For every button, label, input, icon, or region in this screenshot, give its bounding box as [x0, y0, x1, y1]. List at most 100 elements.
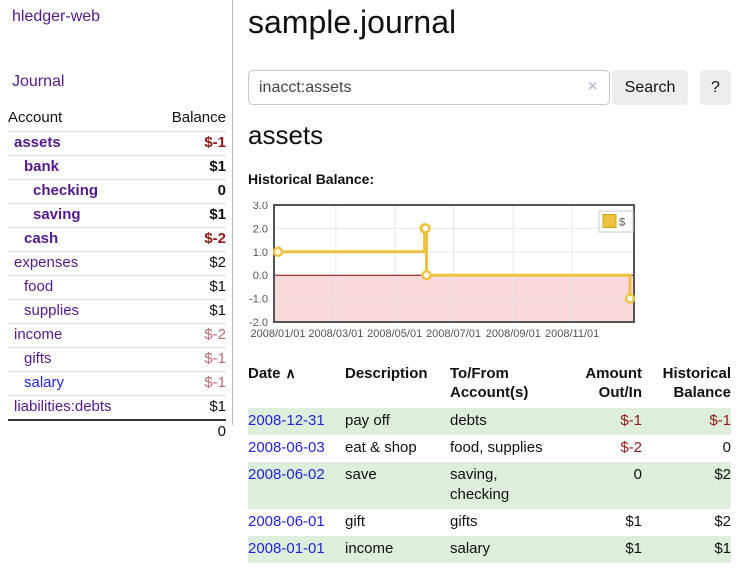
transaction-date-link[interactable]: 2008-06-03 — [248, 439, 325, 456]
accounts-table-header: Account Balance — [8, 105, 226, 131]
transaction-accounts: saving, checking — [450, 466, 510, 503]
account-link-assets[interactable]: assets — [14, 134, 61, 151]
account-balance: 0 — [217, 182, 226, 199]
transaction-accounts: debts — [450, 412, 487, 429]
svg-text:-1.0: -1.0 — [249, 294, 268, 306]
account-row: saving $1 — [8, 203, 226, 227]
balance-column-header: Balance — [171, 109, 226, 126]
account-row: cash $-2 — [8, 227, 226, 251]
account-balance: $1 — [209, 302, 226, 319]
svg-text:2008/11/01: 2008/11/01 — [545, 328, 599, 340]
sidebar-item-journal[interactable]: Journal — [12, 73, 65, 90]
account-balance: $-1 — [204, 134, 226, 151]
account-balance: $1 — [209, 158, 226, 175]
date-column-header[interactable]: Date ∧ — [248, 365, 296, 382]
account-row: gifts $-1 — [8, 347, 226, 371]
historical-balance-chart: 3.0 2.0 1.0 0.0 -1.0 -2.0 2008/01/01 2008/03/01… — [242, 200, 646, 348]
account-balance: $-1 — [204, 374, 226, 391]
account-link-food[interactable]: food — [24, 278, 54, 295]
transaction-amount: $-2 — [620, 439, 642, 456]
transaction-amount: $1 — [625, 540, 642, 557]
account-row: expenses $2 — [8, 251, 226, 275]
accounts-table: Account Balance assets $-1 bank $1 check… — [8, 105, 226, 443]
svg-text:2.0: 2.0 — [253, 223, 268, 235]
account-balance: $1 — [209, 278, 226, 295]
transaction-amount: $-1 — [620, 412, 642, 429]
transaction-accounts: food, supplies — [450, 439, 543, 456]
register-row: 2008-06-02 save saving, checking 0 $2 — [248, 462, 731, 509]
account-balance: $1 — [209, 206, 226, 223]
help-button[interactable]: ? — [700, 70, 731, 105]
svg-text:2008/01/01: 2008/01/01 — [250, 328, 305, 340]
sidebar: hledger-web Journal Account Balance asse… — [0, 0, 233, 440]
transaction-balance: 0 — [722, 439, 731, 456]
description-column-header: Description — [345, 365, 428, 382]
account-heading: assets — [248, 120, 324, 150]
transaction-description: pay off — [345, 412, 390, 429]
main-content: sample.journal × Search ? assets Histori… — [248, 0, 738, 582]
account-link-checking[interactable]: checking — [33, 182, 99, 199]
transaction-accounts: salary — [450, 540, 491, 557]
transaction-balance: $-1 — [709, 412, 731, 429]
transaction-accounts: gifts — [450, 513, 478, 530]
register-row: 2008-06-01 gift gifts $1 $2 — [248, 509, 731, 536]
register-row: 2008-01-01 income salary $1 $1 — [248, 536, 731, 563]
account-link-liabilities-debts[interactable]: liabilities:debts — [14, 398, 112, 415]
search-bar: × Search ? — [248, 70, 731, 105]
account-link-cash[interactable]: cash — [24, 230, 59, 247]
account-row: assets $-1 — [8, 131, 226, 155]
account-row: liabilities:debts $1 — [8, 395, 226, 419]
transaction-balance: $1 — [714, 540, 731, 557]
svg-text:2008/05/01: 2008/05/01 — [367, 328, 422, 340]
transaction-date-link[interactable]: 2008-06-01 — [248, 513, 325, 530]
account-row: salary $-1 — [8, 371, 226, 395]
register-header-row: Date ∧ Description To/From Account(s) Amou… — [248, 362, 731, 408]
account-balance: $2 — [209, 254, 226, 271]
register-table: Date ∧ Description To/From Account(s) Amou… — [248, 362, 731, 563]
transaction-balance: $2 — [714, 513, 731, 530]
svg-text:$: $ — [619, 217, 625, 229]
search-input[interactable] — [248, 70, 610, 105]
account-row: checking 0 — [8, 179, 226, 203]
clear-search-icon[interactable]: × — [588, 78, 598, 95]
search-button[interactable]: Search — [612, 70, 688, 105]
accounts-column-header: To/From Account(s) — [450, 365, 529, 401]
account-balance: $-1 — [204, 350, 226, 367]
transaction-description: save — [345, 466, 377, 483]
account-balance: $-2 — [204, 326, 226, 343]
transaction-date-link[interactable]: 2008-01-01 — [248, 540, 325, 557]
svg-text:-2.0: -2.0 — [249, 317, 268, 329]
account-link-supplies[interactable]: supplies — [24, 302, 80, 319]
transaction-date-link[interactable]: 2008-06-02 — [248, 466, 325, 483]
balance-column-header: Historical Balance — [662, 365, 731, 401]
account-row: income $-2 — [8, 323, 226, 347]
svg-text:1.0: 1.0 — [253, 247, 268, 259]
account-balance: $1 — [209, 398, 226, 415]
register-row: 2008-06-03 eat & shop food, supplies $-2… — [248, 435, 731, 462]
brand-link[interactable]: hledger-web — [12, 8, 101, 25]
transaction-description: eat & shop — [345, 439, 417, 456]
account-balance: $-2 — [204, 230, 226, 247]
account-link-income[interactable]: income — [14, 326, 63, 343]
transaction-description: income — [345, 540, 394, 557]
page-title: sample.journal — [248, 4, 457, 40]
svg-text:0.0: 0.0 — [253, 270, 268, 282]
transaction-amount: $1 — [625, 513, 642, 530]
transaction-description: gift — [345, 513, 366, 530]
account-row: bank $1 — [8, 155, 226, 179]
svg-text:2008/03/01: 2008/03/01 — [308, 328, 363, 340]
account-link-expenses[interactable]: expenses — [14, 254, 79, 271]
accounts-total: 0 — [8, 419, 226, 443]
account-link-salary[interactable]: salary — [24, 374, 65, 391]
transaction-date-link[interactable]: 2008-12-31 — [248, 412, 325, 429]
amount-column-header: Amount Out/In — [585, 365, 642, 401]
svg-text:2008/09/01: 2008/09/01 — [486, 328, 541, 340]
account-link-gifts[interactable]: gifts — [24, 350, 52, 367]
account-row: food $1 — [8, 275, 226, 299]
transaction-balance: $2 — [714, 466, 731, 483]
transaction-amount: 0 — [633, 466, 642, 483]
register-row: 2008-12-31 pay off debts $-1 $-1 — [248, 408, 731, 435]
account-column-header: Account — [8, 109, 63, 126]
account-link-bank[interactable]: bank — [24, 158, 60, 175]
account-link-saving[interactable]: saving — [33, 206, 81, 223]
